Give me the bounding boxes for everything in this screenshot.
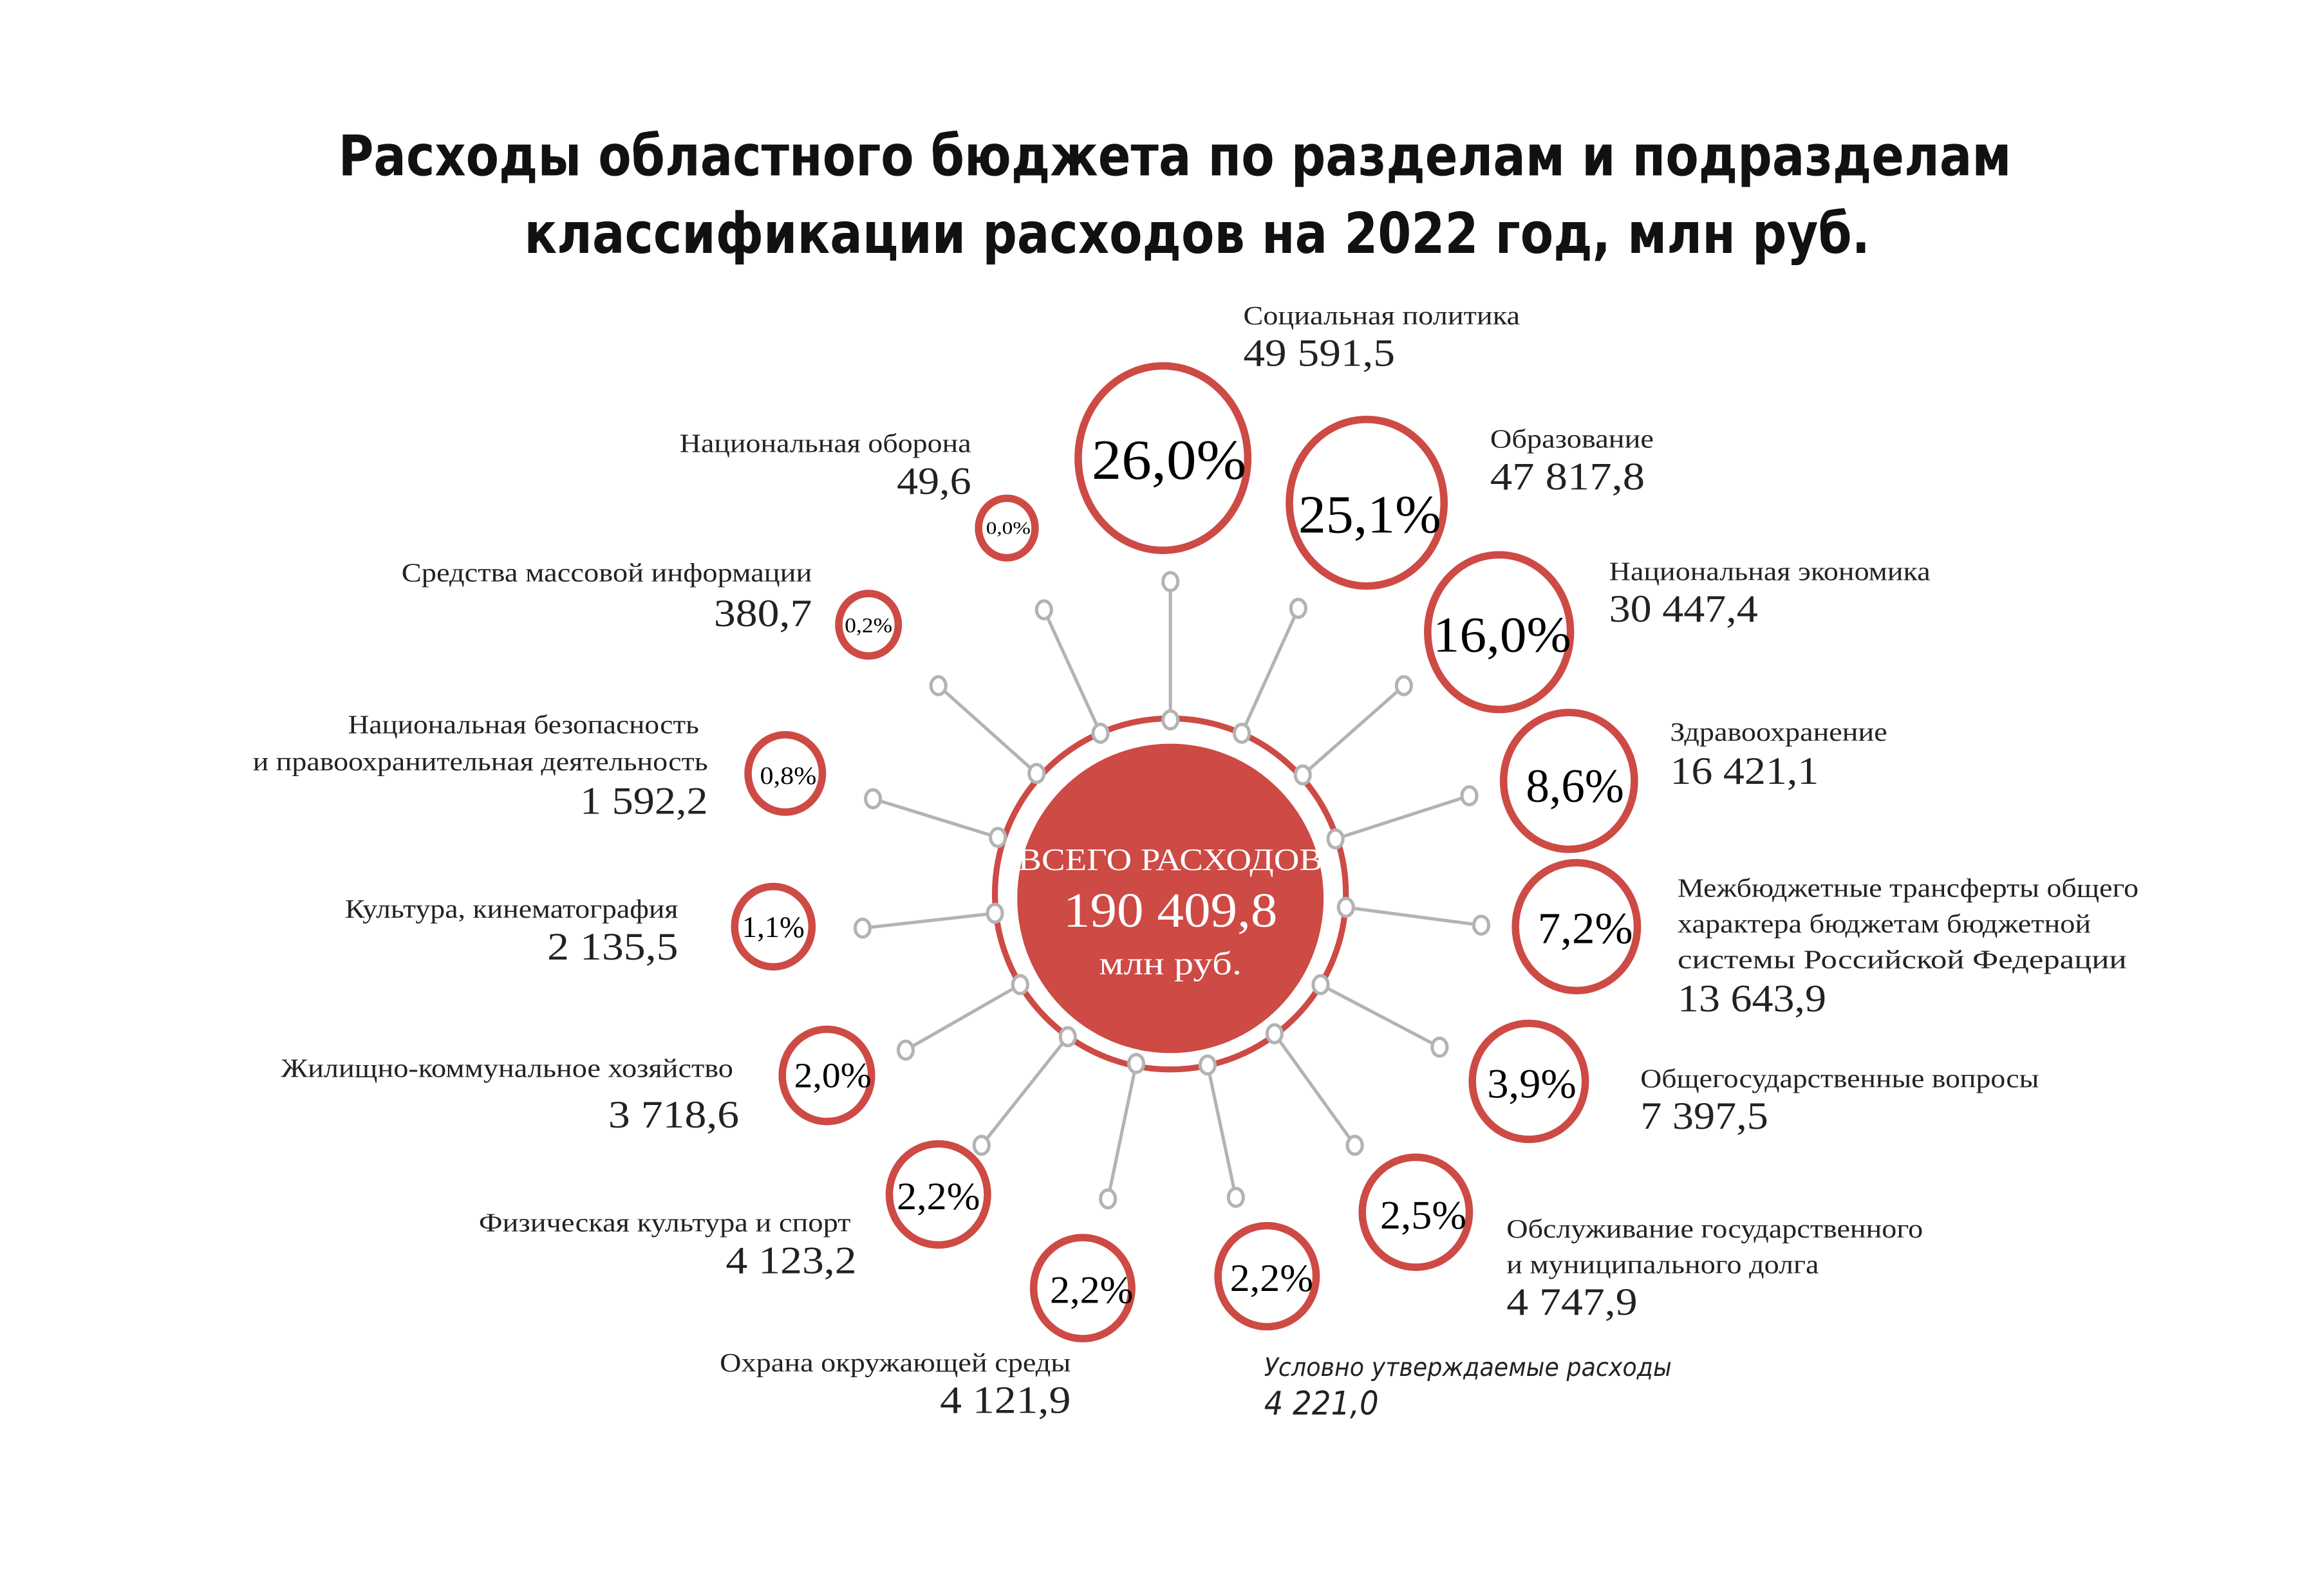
category-value: 4 747,9	[1506, 1280, 1637, 1323]
category-value: 1 592,2	[580, 779, 708, 822]
pct-bubble	[975, 494, 1039, 562]
category-label: Национальная оборона	[680, 429, 971, 458]
item-national-economy: 16,0% Национальная экономика 30 447,4	[1424, 551, 1931, 714]
pct-label: 2,2%	[897, 1174, 980, 1218]
item-mass-media: 0,2% Средства массовой информации 380,7	[402, 558, 903, 660]
category-label: Образование	[1490, 424, 1654, 454]
category-value: 49,6	[897, 459, 971, 502]
chart-title-line-1: Расходы областного бюджета по разделам и…	[339, 124, 2012, 189]
category-label-line-3: системы Российской Федерации	[1678, 945, 2127, 974]
item-general-state-issues: 3,9% Общегосударственные вопросы 7 397,5	[1468, 1019, 2039, 1144]
pct-bubble	[885, 1140, 991, 1249]
pct-label: 2,0%	[794, 1056, 872, 1095]
pct-label: 0,2%	[845, 613, 892, 636]
category-label: Культура, кинематография	[345, 894, 678, 923]
category-value: 380,7	[714, 591, 812, 635]
pct-bubble	[1074, 362, 1252, 554]
category-label: Общегосударственные вопросы	[1640, 1064, 2039, 1093]
category-value: 30 447,4	[1609, 587, 1758, 630]
category-value: 4 121,9	[940, 1378, 1071, 1422]
category-label: Условно утверждаемые расходы	[1264, 1353, 1672, 1382]
chart-title-line-2: классификации расходов на 2022 год, млн …	[524, 201, 1870, 266]
item-healthcare: 8,6% Здравоохранение 16 421,1	[1499, 709, 1887, 853]
pct-label: 8,6%	[1526, 759, 1623, 812]
hub-label: ВСЕГО РАСХОДОВ	[1018, 843, 1323, 877]
pct-bubble	[1214, 1221, 1320, 1331]
category-value: 13 643,9	[1678, 977, 1826, 1020]
item-conditionally-approved: 2,2% Условно утверждаемые расходы 4 221,…	[1214, 1221, 1672, 1422]
item-national-defense: 0,0% Национальная оборона 49,6	[680, 429, 1039, 562]
category-label-line-2: и правоохранительная деятельность	[253, 747, 708, 776]
pct-label: 1,1%	[742, 911, 805, 943]
category-label-line-1: Межбюджетные трансферты общего	[1678, 873, 2138, 903]
category-label-line-2: характера бюджетам бюджетной	[1678, 909, 2091, 938]
category-label: Здравоохранение	[1670, 717, 1887, 747]
category-label: Жилищно-коммунальное хозяйство	[281, 1053, 733, 1082]
hub-unit: млн руб.	[1099, 945, 1242, 981]
category-value: 7 397,5	[1640, 1094, 1768, 1137]
category-label: Социальная политика	[1243, 301, 1520, 330]
item-culture-cinematography: 1,1% Культура, кинематография 2 135,5	[345, 882, 816, 971]
category-label: Национальная экономика	[1609, 556, 1931, 586]
item-housing-utilities: 2,0% Жилищно-коммунальное хозяйство 3 71…	[281, 1025, 875, 1136]
item-physical-culture-sport: 2,2% Физическая культура и спорт 4 123,2	[479, 1140, 991, 1281]
category-value: 49 591,5	[1243, 331, 1395, 375]
pct-label: 2,2%	[1050, 1268, 1133, 1312]
pct-bubble	[835, 589, 903, 660]
item-environment-protection: 2,2% Охрана окружающей среды 4 121,9	[720, 1234, 1136, 1422]
pct-bubble	[744, 730, 827, 816]
pct-label: 7,2%	[1538, 903, 1633, 952]
category-label-line-1: Национальная безопасность	[348, 709, 699, 739]
item-intergovernmental-transfers: 7,2% Межбюджетные трансферты общего хара…	[1511, 858, 2138, 1020]
pct-bubble	[1286, 416, 1448, 590]
item-social-policy: 26,0% Социальная политика 49 591,5	[1074, 301, 1520, 554]
pct-bubble	[1358, 1153, 1473, 1271]
item-national-security: 0,8% Национальная безопасность и правоох…	[253, 709, 827, 822]
pct-bubble	[1511, 858, 1642, 995]
category-label-line-1: Обслуживание государственного	[1506, 1214, 1923, 1243]
item-education: 25,1% Образование 47 817,8	[1286, 416, 1654, 590]
pct-bubble	[778, 1025, 875, 1126]
pct-bubble	[1424, 551, 1575, 714]
pct-label: 16,0%	[1433, 606, 1571, 662]
pct-bubble	[1029, 1234, 1136, 1342]
hub-total-value: 190 409,8	[1063, 884, 1278, 938]
category-value: 4 221,0	[1264, 1384, 1379, 1422]
category-value: 16 421,1	[1670, 749, 1819, 792]
pct-label: 26,0%	[1092, 429, 1246, 491]
category-value: 3 718,6	[608, 1093, 739, 1136]
pct-label: 3,9%	[1487, 1061, 1576, 1107]
item-debt-service: 2,5% Обслуживание государственного и мун…	[1358, 1153, 1923, 1323]
category-label: Средства массовой информации	[402, 558, 812, 588]
pct-bubble	[1499, 709, 1638, 853]
spoke-nodes	[853, 571, 1491, 1210]
total-hub: ВСЕГО РАСХОДОВ 190 409,8 млн руб.	[991, 715, 1349, 1073]
pct-bubble	[731, 882, 816, 971]
pct-label: 25,1%	[1298, 485, 1441, 544]
category-label-line-2: и муниципального долга	[1506, 1249, 1819, 1279]
hub-fill	[1017, 743, 1324, 1053]
category-value: 4 123,2	[725, 1238, 856, 1281]
pct-label: 0,0%	[986, 518, 1031, 538]
category-label: Охрана окружающей среды	[720, 1348, 1071, 1377]
pct-label: 2,5%	[1380, 1193, 1466, 1238]
pct-label: 2,2%	[1230, 1256, 1313, 1299]
pct-label: 0,8%	[760, 762, 817, 790]
pct-bubble	[1468, 1019, 1589, 1144]
spokes	[862, 581, 1482, 1200]
category-label: Физическая культура и спорт	[479, 1208, 851, 1238]
category-value: 2 135,5	[547, 925, 678, 968]
category-value: 47 817,8	[1490, 454, 1645, 497]
